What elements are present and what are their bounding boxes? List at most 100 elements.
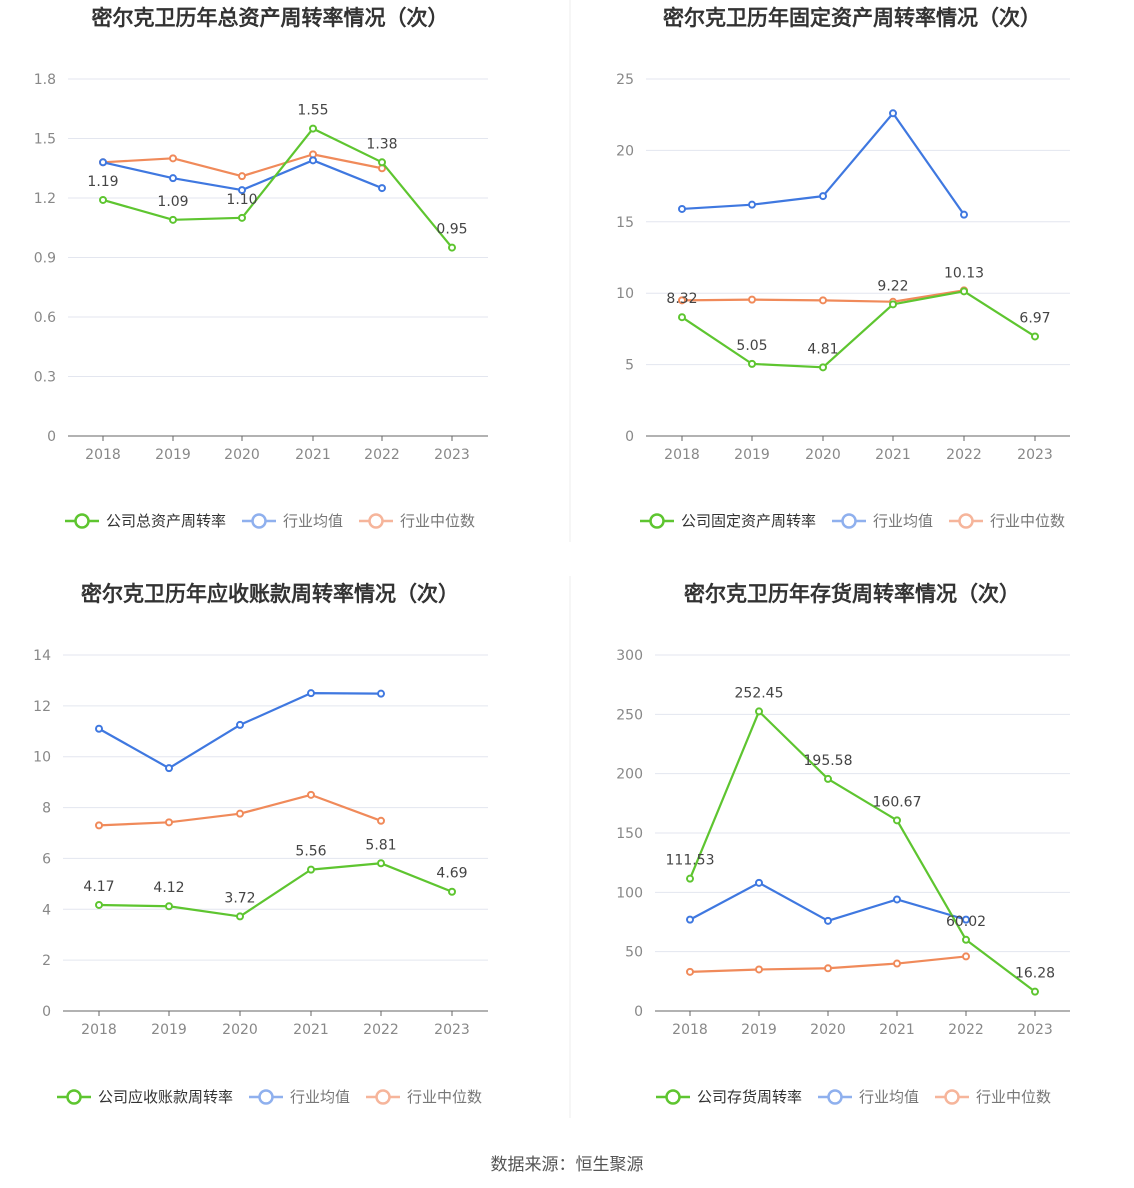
- x-tick-label: 2021: [879, 1022, 915, 1038]
- legend-item-average: 行业均值: [832, 512, 933, 530]
- legend-item-average: 行业均值: [249, 1088, 350, 1106]
- chart-title: 密尔克卫历年固定资产周转率情况（次）: [663, 6, 1041, 30]
- data-label: 10.13: [944, 265, 984, 281]
- y-tick-label: 10: [616, 286, 634, 302]
- series-line-company: [681, 290, 1036, 369]
- data-label: 0.95: [436, 222, 467, 238]
- legend-marker: [251, 513, 267, 529]
- data-point-company: [686, 874, 694, 883]
- data-point-average: [889, 109, 897, 118]
- data-point-average: [377, 689, 385, 698]
- legend-marker: [944, 1089, 960, 1105]
- x-tick-label: 2023: [1017, 447, 1053, 463]
- chart-4: 密尔克卫历年存货周转率情况（次） 0 50 100 150 200 250 300 2018 20…: [616, 582, 1070, 1106]
- data-point-company: [893, 816, 901, 825]
- data-point-average: [309, 156, 317, 165]
- y-tick-label: 0.6: [34, 310, 56, 326]
- legend-label: 公司总资产周转率: [106, 512, 226, 530]
- data-point-company: [889, 300, 897, 309]
- legend-label: 行业中位数: [990, 512, 1065, 530]
- data-point-company: [678, 313, 686, 322]
- data-label: 4.17: [83, 879, 114, 895]
- x-tick-label: 2020: [222, 1022, 258, 1038]
- y-tick-label: 0: [634, 1004, 643, 1020]
- data-point-median: [236, 809, 244, 818]
- legend-label: 公司应收账款周转率: [98, 1088, 233, 1106]
- x-tick-label: 2022: [948, 1022, 984, 1038]
- x-tick-label: 2022: [946, 447, 982, 463]
- data-point-company: [165, 902, 173, 911]
- x-tick-label: 2023: [434, 447, 470, 463]
- data-point-company: [377, 859, 385, 868]
- data-label: 60.02: [946, 914, 986, 930]
- data-point-company: [755, 707, 763, 716]
- legend-marker: [827, 1089, 843, 1105]
- data-label: 5.56: [295, 844, 326, 860]
- data-label: 1.10: [226, 192, 257, 208]
- legend-label: 行业中位数: [400, 512, 475, 530]
- legend-marker: [665, 1089, 681, 1105]
- data-point-average: [962, 915, 970, 924]
- x-tick-label: 2019: [155, 447, 191, 463]
- data-point-median: [307, 790, 315, 799]
- legend-item-average: 行业均值: [818, 1088, 919, 1106]
- data-label: 16.28: [1015, 966, 1055, 982]
- legend-marker: [841, 513, 857, 529]
- legend-marker: [368, 513, 384, 529]
- legend-marker: [74, 513, 90, 529]
- y-tick-label: 5: [625, 358, 634, 374]
- y-tick-label: 0: [625, 429, 634, 445]
- data-label: 4.12: [153, 880, 184, 896]
- data-point-company: [95, 900, 103, 909]
- data-label: 5.05: [736, 338, 767, 354]
- chart-title: 密尔克卫历年应收账款周转率情况（次）: [81, 582, 459, 606]
- data-label: 1.19: [87, 174, 118, 190]
- data-label: 252.45: [735, 685, 784, 701]
- data-point-median: [819, 296, 827, 305]
- y-tick-label: 14: [33, 648, 51, 664]
- series-line-company: [102, 127, 453, 249]
- data-label: 6.97: [1019, 310, 1050, 326]
- data-point-average: [378, 184, 386, 193]
- data-label: 1.55: [297, 103, 328, 119]
- chart-title: 密尔克卫历年存货周转率情况（次）: [684, 582, 1020, 606]
- data-point-average: [824, 916, 832, 925]
- y-tick-label: 10: [33, 750, 51, 766]
- data-point-average: [678, 204, 686, 213]
- data-point-average: [686, 915, 694, 924]
- x-tick-label: 2019: [734, 447, 770, 463]
- y-tick-label: 150: [616, 826, 643, 842]
- data-point-company: [309, 124, 317, 133]
- y-tick-label: 1.2: [34, 191, 56, 207]
- x-tick-label: 2020: [810, 1022, 846, 1038]
- y-tick-label: 300: [616, 648, 643, 664]
- data-point-company: [824, 774, 832, 783]
- data-point-company: [448, 887, 456, 896]
- y-tick-label: 15: [616, 215, 634, 231]
- data-point-average: [236, 720, 244, 729]
- legend-item-average: 行业均值: [242, 512, 343, 530]
- x-tick-label: 2020: [805, 447, 841, 463]
- data-label: 9.22: [877, 278, 908, 294]
- legend-marker: [375, 1089, 391, 1105]
- y-tick-label: 0: [47, 429, 56, 445]
- data-label: 4.81: [807, 341, 838, 357]
- x-tick-label: 2023: [1017, 1022, 1053, 1038]
- data-point-company: [378, 158, 386, 167]
- legend-label: 行业均值: [290, 1088, 350, 1106]
- data-point-company: [99, 195, 107, 204]
- chart-3: 密尔克卫历年应收账款周转率情况（次） 0 2 4 6 8 10 12 14 2018 2019 202…: [33, 582, 488, 1106]
- legend-item-median: 行业中位数: [949, 512, 1065, 530]
- data-point-median: [165, 818, 173, 827]
- x-tick-label: 2020: [224, 447, 260, 463]
- x-tick-label: 2022: [364, 447, 400, 463]
- data-point-average: [165, 764, 173, 773]
- data-point-median: [824, 964, 832, 973]
- data-point-average: [238, 186, 246, 195]
- legend-marker: [649, 513, 665, 529]
- y-tick-label: 0.9: [34, 251, 56, 267]
- x-tick-label: 2022: [363, 1022, 399, 1038]
- data-label: 3.72: [224, 890, 255, 906]
- data-point-median: [755, 965, 763, 974]
- data-point-average: [99, 158, 107, 167]
